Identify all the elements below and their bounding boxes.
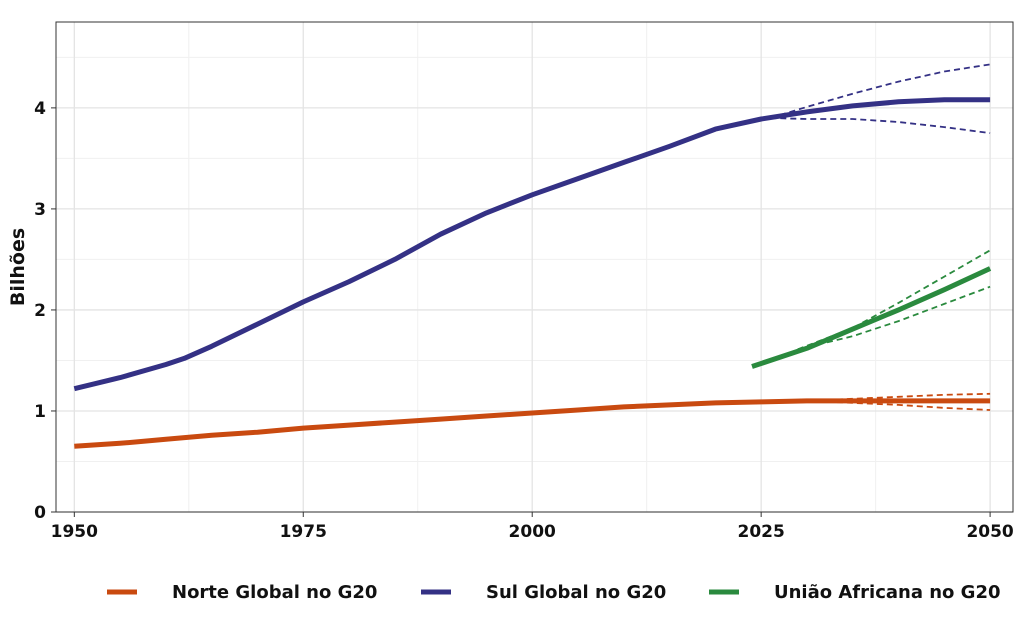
y-tick-label: 3 <box>34 200 46 220</box>
series-line <box>751 266 992 369</box>
projection-upper-line <box>770 63 991 119</box>
series-line <box>73 97 991 392</box>
x-tick-label: 2025 <box>737 522 784 542</box>
x-tick-label: 1975 <box>280 522 327 542</box>
x-tick-label: 1950 <box>51 522 98 542</box>
legend-item: Norte Global no G20 <box>107 582 377 603</box>
x-tick-label: 2000 <box>509 522 556 542</box>
y-tick-label: 4 <box>34 99 46 119</box>
legend-label: União Africana no G20 <box>774 582 1001 603</box>
series-line <box>74 398 991 449</box>
projection-upper-line <box>797 249 991 351</box>
y-tick-label: 1 <box>34 402 46 422</box>
y-tick-label: 0 <box>34 503 46 523</box>
y-axis-title: Bilhões <box>7 228 29 306</box>
legend: Norte Global no G20 Sul Global no G20 Uniã… <box>107 582 1001 603</box>
x-tick-label: 2050 <box>966 522 1013 542</box>
series-1 <box>73 63 991 392</box>
series-0 <box>74 392 991 449</box>
plot-border <box>55 21 1014 513</box>
x-axis: 1950 1975 2000 2025 2050 <box>51 512 1014 542</box>
grid <box>56 22 1013 513</box>
legend-label: Norte Global no G20 <box>172 582 377 603</box>
legend-item: União Africana no G20 <box>709 582 1001 603</box>
legend-item: Sul Global no G20 <box>421 582 666 603</box>
y-axis: 0 1 2 3 4 <box>34 99 56 523</box>
legend-label: Sul Global no G20 <box>486 582 666 603</box>
projection-lower-line <box>797 285 991 351</box>
series-2 <box>751 249 992 369</box>
series-group <box>73 63 992 449</box>
y-tick-label: 2 <box>34 301 46 321</box>
projection-lower-line <box>770 117 991 134</box>
